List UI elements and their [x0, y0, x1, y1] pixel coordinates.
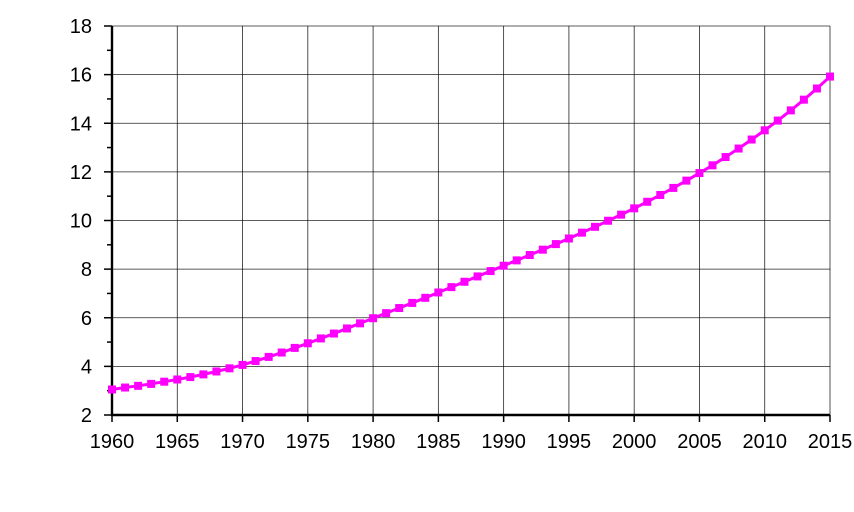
data-point: [303, 339, 312, 348]
data-point: [356, 319, 365, 328]
data-point: [473, 272, 482, 281]
data-point: [656, 190, 665, 199]
data-point: [786, 106, 795, 115]
y-tick-label: 12: [70, 162, 92, 184]
data-point: [760, 126, 769, 135]
data-point: [525, 251, 534, 260]
data-point: [134, 381, 143, 390]
data-point: [617, 210, 626, 219]
data-point: [460, 277, 469, 286]
x-tick-label: 2010: [742, 431, 787, 453]
data-point: [486, 267, 495, 276]
data-point: [251, 357, 260, 366]
y-tick-label: 14: [70, 113, 92, 135]
data-point: [708, 161, 717, 170]
data-point: [695, 169, 704, 178]
data-point: [186, 373, 195, 382]
data-point: [173, 375, 182, 384]
y-tick-label: 6: [81, 308, 92, 330]
data-point: [773, 116, 782, 125]
data-point: [669, 183, 678, 192]
x-tick-label: 1990: [481, 431, 526, 453]
x-tick-label: 2015: [808, 431, 853, 453]
y-tick-label: 2: [81, 405, 92, 427]
data-point: [630, 204, 639, 213]
data-point: [434, 288, 443, 297]
data-point: [577, 228, 586, 237]
data-point: [290, 343, 299, 352]
x-tick-label: 1965: [155, 431, 200, 453]
x-tick-label: 1975: [286, 431, 331, 453]
data-point: [316, 334, 325, 343]
data-point: [591, 222, 600, 231]
data-point: [721, 153, 730, 162]
data-point: [199, 370, 208, 379]
data-point: [238, 360, 247, 369]
data-point: [395, 304, 404, 313]
data-point: [147, 379, 156, 388]
data-point: [682, 176, 691, 185]
data-point: [551, 240, 560, 249]
data-point: [826, 72, 834, 81]
x-tick-label: 1995: [547, 431, 592, 453]
grid: [111, 25, 831, 416]
data-point: [108, 385, 116, 394]
data-point: [421, 293, 430, 302]
data-point: [512, 256, 521, 265]
x-tick-label: 2000: [612, 431, 657, 453]
data-point: [747, 135, 756, 144]
data-point: [121, 383, 130, 392]
data-point: [643, 197, 652, 206]
y-tick-label: 16: [70, 65, 92, 87]
x-tick-label: 2005: [677, 431, 722, 453]
data-point: [408, 298, 417, 307]
data-point: [264, 352, 273, 361]
data-point: [538, 245, 547, 254]
data-point: [564, 234, 573, 243]
x-tick-label: 1970: [220, 431, 265, 453]
y-tick-label: 4: [81, 356, 92, 378]
data-point: [734, 144, 743, 153]
data-point: [329, 329, 338, 338]
data-point: [382, 309, 391, 318]
data-point: [212, 367, 221, 376]
data-point: [447, 283, 456, 292]
data-point: [160, 377, 169, 386]
data-point: [342, 324, 351, 333]
data-point: [225, 364, 234, 373]
y-tick-label: 18: [70, 16, 92, 38]
x-tick-label: 1985: [416, 431, 461, 453]
x-tick-label: 1980: [351, 431, 396, 453]
series-population: [108, 72, 834, 394]
y-tick-label: 8: [81, 259, 92, 281]
data-point: [799, 95, 808, 104]
data-point: [277, 348, 286, 357]
data-point: [499, 261, 508, 270]
data-point: [369, 314, 378, 323]
axes: [104, 25, 831, 422]
tick-labels: 2 4 6 8 10 12 14 16 18 1960 1965 1970 1975 1980 1985 19…: [70, 16, 853, 453]
data-point: [812, 84, 821, 93]
data-point: [604, 216, 613, 225]
y-tick-label: 10: [70, 211, 92, 233]
x-tick-label: 1960: [90, 431, 135, 453]
